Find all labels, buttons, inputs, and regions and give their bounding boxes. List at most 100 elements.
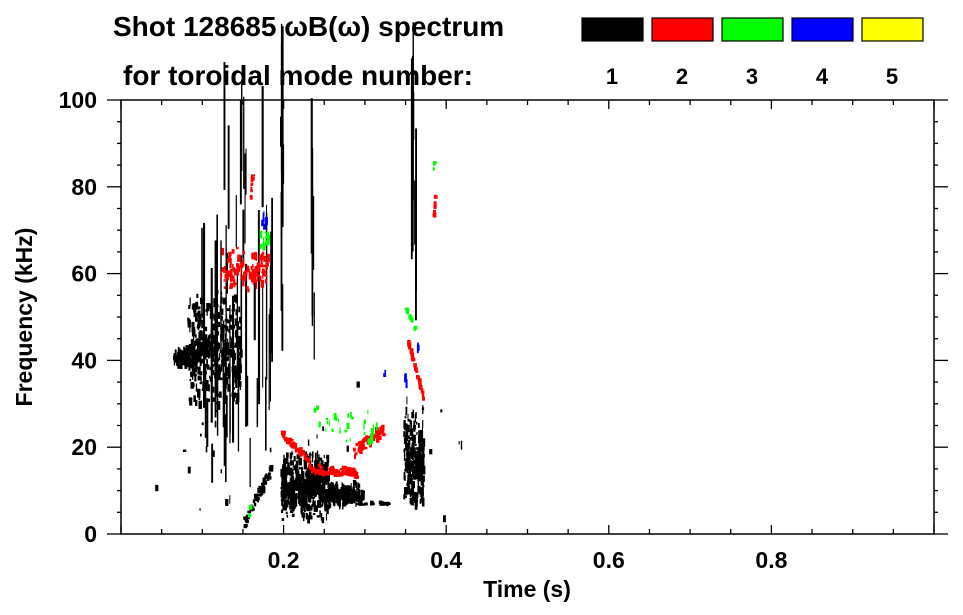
spectral-mark-mode-1 [416, 432, 418, 436]
spectral-mark-mode-1 [241, 83, 243, 171]
spectral-mark-mode-3 [375, 422, 378, 431]
spectral-mark-mode-2 [224, 274, 226, 279]
spectral-mark-mode-1 [318, 493, 322, 500]
spectral-mark-mode-1 [381, 501, 384, 505]
spectral-mark-mode-1 [341, 482, 343, 488]
spectral-mark-mode-1 [179, 347, 181, 350]
spectral-mark-mode-1 [293, 498, 296, 502]
spectral-mark-mode-1 [195, 314, 199, 318]
spectral-mark-mode-1 [415, 464, 418, 473]
spectral-mark-mode-1 [237, 341, 240, 452]
spectral-mark-mode-1 [300, 479, 303, 483]
spectral-mark-mode-1 [260, 492, 264, 496]
spectral-mark-mode-1 [205, 309, 208, 312]
spectral-mark-mode-1 [223, 363, 227, 366]
spectral-mark-mode-2 [321, 472, 326, 476]
spectral-mark-mode-1 [296, 465, 299, 468]
spectral-mark-mode-3 [265, 235, 269, 239]
spectral-mark-mode-1 [313, 474, 317, 483]
spectral-mark-mode-1 [177, 363, 181, 369]
spectral-mark-mode-1 [246, 375, 249, 426]
spectral-mark-mode-2 [263, 264, 267, 268]
spectral-mark-mode-1 [311, 454, 314, 463]
spectral-mark-mode-1 [311, 489, 315, 493]
spectral-mark-mode-1 [320, 462, 323, 466]
spectral-mark-mode-1 [352, 486, 355, 494]
spectral-mark-mode-1 [323, 495, 327, 504]
spectral-mark-mode-1 [408, 473, 412, 480]
spectral-mark-mode-1 [185, 349, 187, 356]
spectral-mark-mode-1 [187, 466, 191, 474]
spectral-mark-mode-2 [415, 370, 419, 373]
spectral-mark-mode-1 [334, 487, 337, 495]
spectral-mark-mode-1 [298, 479, 300, 488]
spectral-mark-mode-2 [250, 188, 253, 193]
spectral-mark-mode-1 [289, 504, 293, 509]
spectral-mark-mode-2 [253, 273, 257, 283]
spectral-mark-mode-2 [407, 341, 411, 347]
spectral-mark-mode-1 [195, 365, 198, 370]
spectral-mark-mode-2 [236, 267, 240, 273]
spectral-mark-mode-1 [239, 99, 242, 205]
spectral-mark-mode-1 [440, 409, 443, 413]
spectral-mark-mode-1 [311, 505, 313, 510]
spectral-mark-mode-1 [211, 323, 215, 331]
spectral-mark-mode-1 [291, 494, 294, 499]
spectral-mark-mode-1 [339, 500, 341, 510]
spectral-mark-mode-1 [405, 462, 409, 471]
spectral-mark-mode-1 [356, 502, 360, 506]
spectral-mark-mode-1 [238, 370, 241, 378]
spectral-mark-mode-1 [271, 197, 273, 362]
spectral-mark-mode-1 [309, 511, 312, 519]
spectral-mark-mode-1 [312, 475, 315, 484]
spectral-mark-mode-1 [177, 346, 180, 356]
spectral-mark-mode-2 [220, 271, 222, 277]
spectral-mark-mode-2 [333, 469, 336, 474]
spectral-mark-mode-1 [305, 478, 308, 485]
spectral-mark-mode-1 [229, 393, 231, 434]
spectral-mark-mode-1 [413, 425, 416, 430]
spectral-mark-mode-1 [345, 500, 349, 505]
spectral-mark-mode-1 [341, 489, 343, 498]
spectral-mark-mode-1 [298, 480, 302, 484]
spectral-mark-mode-4 [384, 369, 387, 377]
spectral-mark-mode-1 [173, 358, 176, 366]
spectral-mark-mode-2 [418, 381, 422, 385]
spectral-mark-mode-1 [199, 335, 201, 342]
x-axis-label: Time (s) [483, 576, 571, 602]
spectral-mark-mode-1 [414, 457, 416, 465]
spectral-mark-mode-1 [410, 420, 413, 428]
spectral-mark-mode-4 [263, 223, 267, 230]
spectral-mark-mode-2 [413, 363, 417, 368]
spectral-mark-mode-1 [406, 396, 408, 405]
spectral-mark-mode-1 [286, 452, 289, 458]
spectral-mark-mode-1 [217, 369, 221, 379]
spectral-mark-mode-1 [331, 483, 333, 487]
spectral-mark-mode-1 [269, 265, 271, 402]
spectral-mark-mode-2 [432, 213, 436, 216]
spectral-mark-mode-1 [418, 430, 420, 439]
spectral-mark-mode-3 [406, 307, 409, 313]
spectral-mark-mode-1 [356, 381, 360, 388]
spectral-mark-mode-1 [200, 376, 202, 382]
spectral-mark-mode-1 [356, 487, 358, 491]
spectral-mark-mode-1 [212, 369, 215, 376]
spectral-mark-mode-2 [316, 468, 320, 472]
spectral-mark-mode-1 [221, 315, 223, 321]
spectral-mark-mode-1 [297, 492, 300, 500]
spectral-mark-mode-1 [229, 314, 233, 318]
spectral-mark-mode-1 [234, 343, 238, 348]
spectral-mark-mode-1 [194, 334, 197, 338]
spectral-mark-mode-2 [353, 468, 356, 472]
spectral-mark-mode-1 [409, 441, 411, 446]
spectral-mark-mode-2 [374, 434, 378, 438]
spectral-mark-mode-1 [313, 505, 316, 512]
spectral-mark-mode-1 [306, 478, 308, 486]
spectral-mark-mode-1 [337, 484, 339, 490]
spectral-mark-mode-1 [419, 498, 422, 504]
spectral-mark-mode-1 [227, 370, 230, 379]
spectral-mark-mode-1 [289, 452, 292, 459]
spectral-mark-mode-1 [302, 491, 306, 496]
spectral-mark-mode-1 [358, 483, 361, 488]
spectral-mark-mode-1 [206, 303, 210, 312]
